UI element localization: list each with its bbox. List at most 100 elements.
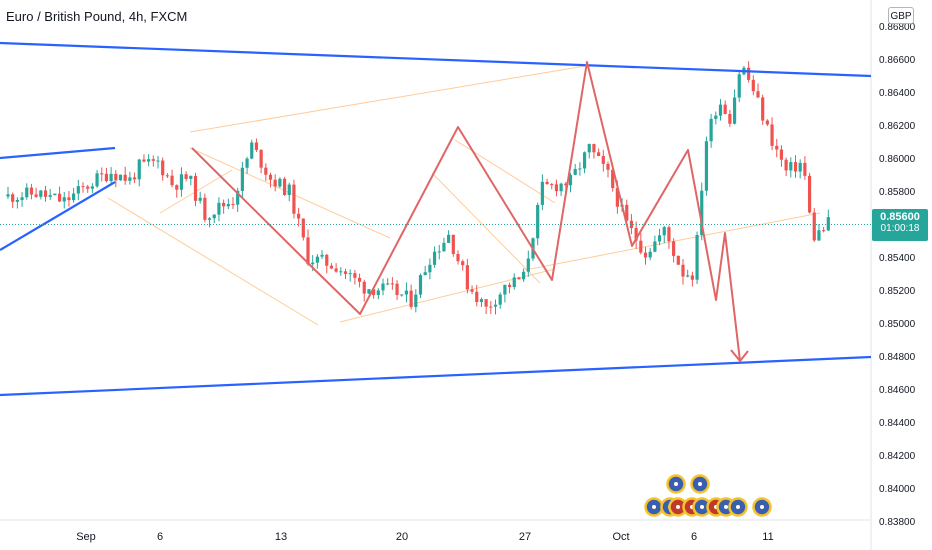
zigzag-projection[interactable] bbox=[191, 61, 749, 363]
trendline-drawings[interactable] bbox=[0, 41, 872, 397]
candle-body bbox=[686, 275, 690, 277]
candle-body bbox=[287, 184, 291, 196]
candle-body bbox=[236, 190, 240, 205]
candle-body bbox=[634, 228, 638, 241]
candle-body bbox=[20, 197, 24, 200]
candle-body bbox=[700, 190, 704, 235]
candle-body bbox=[554, 184, 559, 192]
event-flag-dot bbox=[700, 505, 704, 509]
trendline[interactable] bbox=[0, 355, 872, 397]
candle-body bbox=[629, 220, 634, 229]
event-flag-dot bbox=[760, 505, 764, 509]
economic-events[interactable] bbox=[644, 474, 772, 517]
price-axis[interactable]: 0.86800 0.86600 0.86400 0.86200 0.86000 0.858… bbox=[879, 22, 916, 528]
price-tick-label: 0.86400 bbox=[879, 88, 916, 99]
event-flag-dot bbox=[724, 505, 728, 509]
candle-body bbox=[812, 212, 816, 241]
zigzag-path[interactable] bbox=[191, 61, 741, 362]
candle-body bbox=[489, 306, 493, 308]
candle-body bbox=[48, 195, 52, 197]
time-axis[interactable]: Sep 6 13 20 27 Oct 6 11 bbox=[76, 531, 774, 543]
price-tick-label: 0.85200 bbox=[879, 286, 916, 297]
candle-body bbox=[447, 234, 451, 243]
price-tick-label: 0.84800 bbox=[879, 352, 916, 363]
channel-line[interactable] bbox=[189, 65, 586, 133]
candle-body bbox=[789, 162, 793, 171]
candle-body bbox=[625, 204, 629, 221]
channel-line[interactable] bbox=[431, 172, 541, 284]
candle-body bbox=[329, 265, 334, 269]
candle-body bbox=[414, 294, 418, 307]
candle-body bbox=[718, 104, 723, 116]
candle-body bbox=[550, 184, 554, 186]
last-price-badge: 0.85600 01:00:18 bbox=[872, 209, 928, 241]
time-tick-label: 6 bbox=[157, 531, 163, 543]
candle-body bbox=[507, 284, 512, 288]
candle-body bbox=[245, 158, 249, 168]
candle-body bbox=[189, 175, 193, 179]
candles bbox=[6, 61, 830, 315]
candle-body bbox=[362, 281, 366, 294]
candle-body bbox=[118, 174, 123, 181]
currency-button[interactable]: GBP bbox=[888, 7, 914, 24]
candle-body bbox=[484, 299, 488, 307]
candle-body bbox=[779, 149, 784, 160]
candle-body bbox=[601, 156, 605, 164]
candle-body bbox=[15, 199, 19, 202]
candle-body bbox=[390, 283, 394, 285]
candle-body bbox=[357, 277, 362, 282]
candle-body bbox=[587, 144, 591, 153]
candle-body bbox=[376, 290, 380, 296]
candle-body bbox=[6, 194, 10, 197]
candle-body bbox=[76, 186, 80, 194]
event-flag-dot bbox=[652, 505, 656, 509]
time-tick-label: 27 bbox=[519, 531, 531, 543]
candle-body bbox=[386, 283, 390, 285]
candle-body bbox=[147, 159, 151, 162]
candle-body bbox=[128, 177, 132, 181]
candle-body bbox=[728, 113, 732, 124]
candle-body bbox=[517, 277, 521, 280]
candle-body bbox=[311, 262, 315, 265]
trendline[interactable] bbox=[0, 41, 872, 78]
candle-body bbox=[278, 178, 282, 187]
event-flag-dot bbox=[676, 505, 680, 509]
candle-body bbox=[259, 149, 263, 168]
trendline[interactable] bbox=[0, 181, 116, 251]
price-tick-label: 0.84000 bbox=[879, 484, 916, 495]
candle-body bbox=[597, 152, 601, 157]
candle-body bbox=[826, 217, 830, 231]
candle-body bbox=[423, 272, 427, 276]
candle-body bbox=[367, 289, 371, 294]
channel-line[interactable] bbox=[454, 139, 556, 204]
candle-body bbox=[170, 175, 174, 186]
candle-body bbox=[381, 283, 385, 291]
channel-line[interactable] bbox=[107, 197, 319, 326]
candle-body bbox=[372, 289, 376, 296]
candle-body bbox=[400, 294, 404, 296]
time-tick-label: Sep bbox=[76, 531, 96, 543]
candle-body bbox=[714, 115, 718, 119]
arrow-head bbox=[730, 349, 749, 363]
candle-body bbox=[784, 159, 788, 171]
candle-body bbox=[395, 283, 399, 296]
candle-body bbox=[240, 167, 244, 191]
candle-body bbox=[203, 197, 207, 220]
candle-body bbox=[43, 190, 48, 197]
trendline[interactable] bbox=[0, 146, 116, 160]
candle-body bbox=[470, 289, 474, 292]
candle-body bbox=[704, 141, 709, 191]
candle-body bbox=[493, 304, 498, 307]
candle-body bbox=[315, 256, 319, 263]
price-tick-label: 0.86600 bbox=[879, 55, 916, 66]
candle-body bbox=[559, 183, 563, 192]
candle-body bbox=[217, 202, 221, 215]
candle-body bbox=[672, 241, 676, 256]
candle-body bbox=[254, 142, 259, 150]
candle-body bbox=[437, 251, 441, 253]
candle-body bbox=[803, 162, 807, 176]
candle-body bbox=[301, 218, 305, 238]
price-tick-label: 0.85400 bbox=[879, 253, 916, 264]
